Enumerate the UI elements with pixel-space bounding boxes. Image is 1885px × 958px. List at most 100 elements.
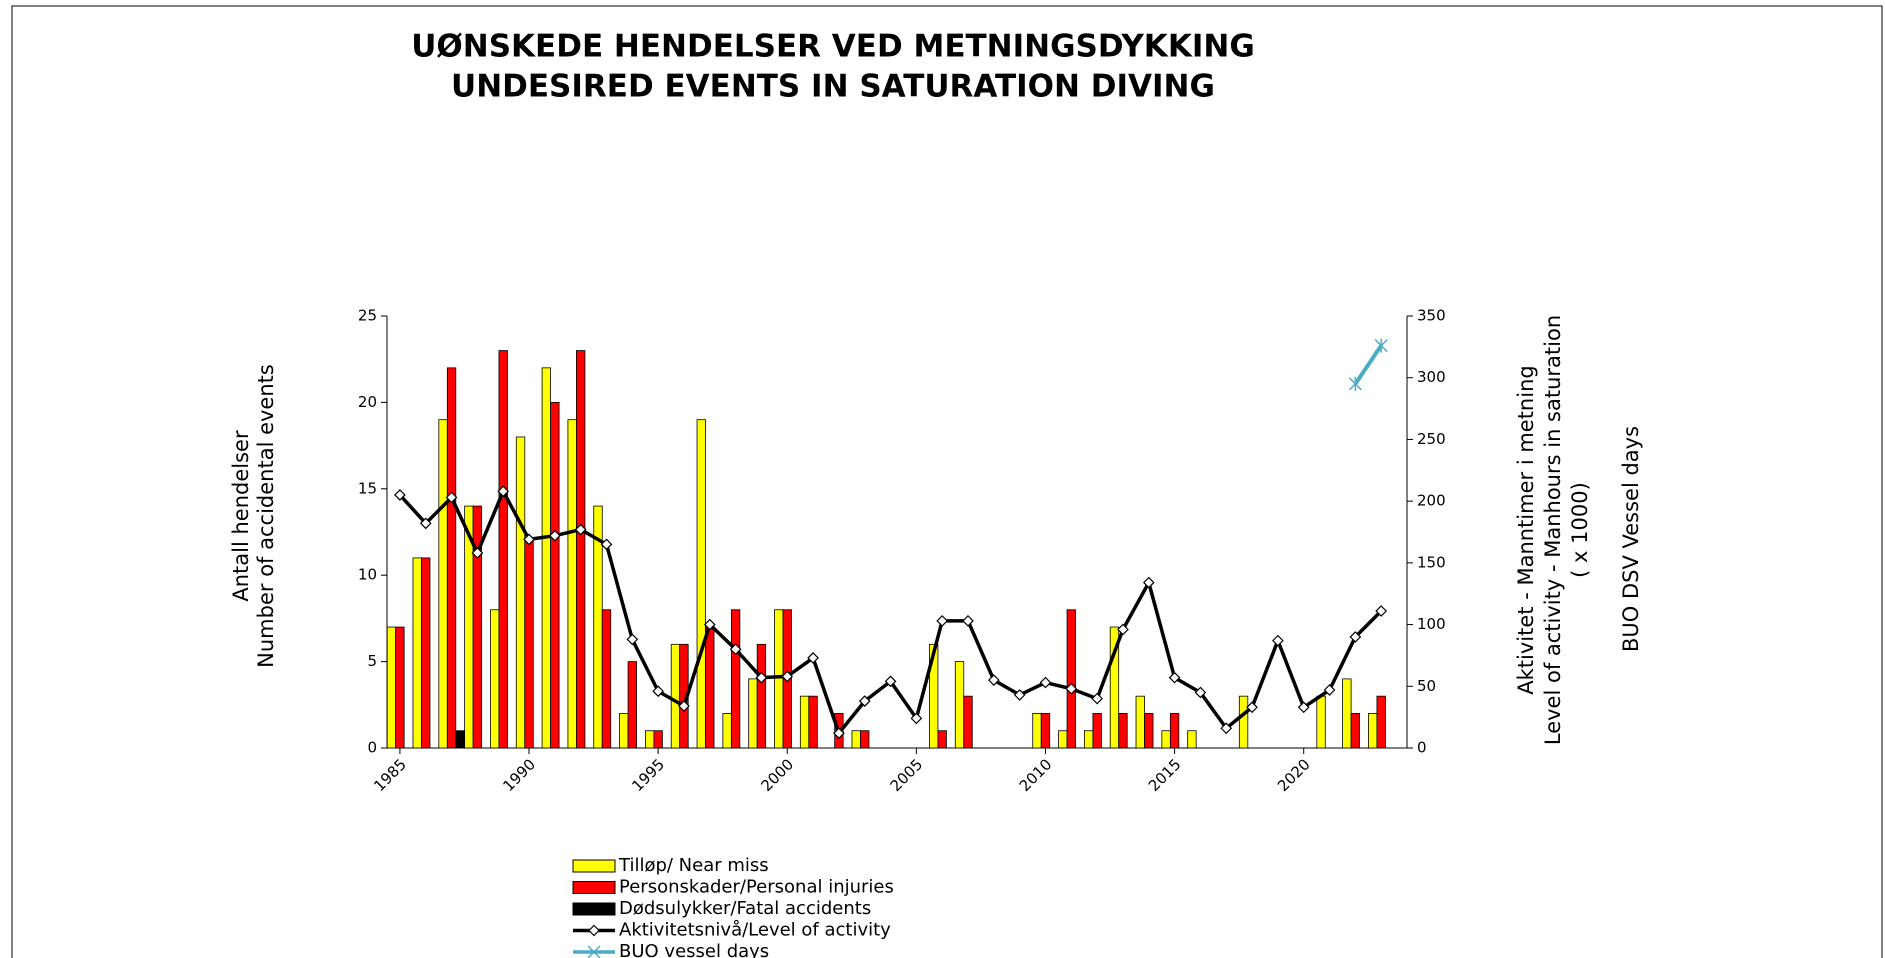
y2-tick-label: 50 bbox=[1417, 677, 1436, 695]
marker bbox=[755, 671, 768, 684]
bar bbox=[929, 643, 939, 749]
bar bbox=[1342, 678, 1352, 749]
bar bbox=[386, 626, 397, 749]
bar bbox=[644, 730, 655, 749]
marker bbox=[1272, 634, 1284, 647]
x-tick-label: 2020 bbox=[1274, 755, 1314, 795]
y2-axis-label: ( x 1000) bbox=[1568, 482, 1592, 578]
bar bbox=[1350, 713, 1361, 749]
marker bbox=[1039, 676, 1052, 689]
bar bbox=[567, 419, 577, 749]
legend-swatch bbox=[572, 881, 616, 894]
bar bbox=[550, 401, 560, 749]
marker bbox=[987, 674, 1000, 686]
marker bbox=[962, 615, 974, 627]
x-tick-label: 1985 bbox=[370, 755, 410, 795]
line bbox=[1353, 344, 1383, 386]
bar bbox=[860, 730, 870, 749]
marker bbox=[678, 700, 690, 712]
bar bbox=[576, 350, 586, 749]
marker bbox=[1246, 701, 1258, 714]
marker bbox=[1117, 623, 1129, 636]
marker bbox=[1349, 631, 1362, 643]
marker bbox=[936, 615, 949, 627]
bar bbox=[1118, 713, 1128, 749]
bar bbox=[1161, 730, 1171, 749]
legend-label: BUO vessel days bbox=[619, 941, 769, 958]
bar bbox=[730, 609, 741, 749]
bar bbox=[438, 419, 448, 749]
x-tick-label: 2005 bbox=[887, 755, 927, 795]
marker bbox=[858, 695, 871, 707]
x-tick-label: 2000 bbox=[758, 755, 798, 795]
bar bbox=[627, 661, 637, 749]
marker bbox=[471, 547, 484, 559]
bar bbox=[1109, 626, 1120, 749]
y-axis-label: Antall hendelser bbox=[229, 430, 253, 602]
bar bbox=[515, 436, 526, 749]
y3-axis-label: BUO DSV Vessel days bbox=[1619, 426, 1643, 652]
bar bbox=[490, 609, 500, 749]
x-tick-label: 1995 bbox=[628, 755, 668, 795]
bar bbox=[421, 557, 431, 749]
legend-swatch bbox=[572, 859, 616, 873]
bar bbox=[412, 557, 422, 749]
y2-axis-label: Aktivitet - Manntimer i metning bbox=[1514, 365, 1538, 694]
marker bbox=[1168, 671, 1181, 684]
marker bbox=[781, 670, 794, 683]
marker bbox=[1013, 689, 1026, 701]
frame bbox=[11, 5, 1883, 958]
marker bbox=[600, 538, 613, 551]
y2-tick-label: 150 bbox=[1417, 553, 1446, 571]
marker bbox=[807, 652, 819, 664]
bar bbox=[1040, 713, 1051, 749]
bar bbox=[799, 695, 810, 749]
y-tick-label: 10 bbox=[358, 566, 377, 584]
bar bbox=[1169, 713, 1180, 749]
y2-tick-label: 350 bbox=[1417, 307, 1446, 325]
bar bbox=[1376, 695, 1386, 749]
marker bbox=[497, 485, 510, 498]
bar bbox=[1058, 730, 1068, 749]
marker bbox=[1194, 686, 1207, 699]
bar bbox=[619, 713, 629, 749]
marker bbox=[884, 675, 897, 688]
legend-swatch bbox=[572, 902, 616, 916]
marker bbox=[523, 533, 535, 546]
bar bbox=[1144, 713, 1154, 749]
bar bbox=[722, 713, 732, 749]
bar bbox=[472, 505, 483, 749]
bar bbox=[696, 419, 706, 749]
bar bbox=[1032, 713, 1042, 749]
marker bbox=[729, 643, 742, 656]
y2-tick-label: 100 bbox=[1417, 615, 1446, 633]
bar bbox=[541, 367, 551, 749]
legend-label: Personskader/Personal injuries bbox=[619, 877, 894, 898]
marker bbox=[1142, 576, 1155, 589]
bar bbox=[1368, 713, 1378, 749]
chart-title: UØNSKEDE HENDELSER VED METNINGSDYKKING bbox=[411, 29, 1255, 65]
bar bbox=[851, 730, 861, 749]
bar bbox=[455, 730, 465, 749]
marker bbox=[703, 618, 716, 631]
bar bbox=[774, 609, 784, 749]
bar bbox=[653, 730, 663, 749]
bar bbox=[1316, 695, 1326, 749]
marker bbox=[1091, 692, 1103, 705]
marker bbox=[574, 523, 587, 536]
bar bbox=[1083, 730, 1094, 749]
marker bbox=[910, 712, 923, 725]
bar bbox=[1135, 695, 1145, 749]
marker bbox=[833, 727, 845, 740]
y-tick-label: 5 bbox=[367, 652, 377, 670]
legend-marker bbox=[587, 945, 601, 958]
marker bbox=[445, 491, 458, 504]
bar bbox=[705, 626, 715, 749]
y-tick-label: 20 bbox=[358, 393, 377, 411]
y-tick-label: 0 bbox=[367, 739, 377, 757]
y2-tick-label: 250 bbox=[1417, 430, 1446, 448]
y-tick-label: 15 bbox=[358, 479, 377, 497]
marker bbox=[419, 517, 432, 530]
legend-label: Dødsulykker/Fatal accidents bbox=[619, 898, 871, 919]
